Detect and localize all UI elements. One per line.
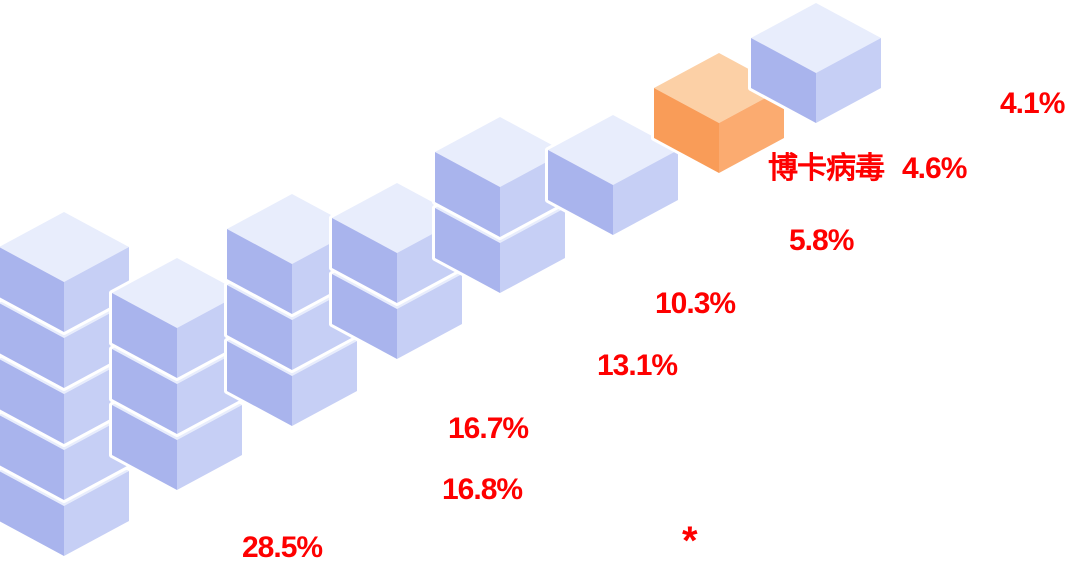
- cube: [432, 114, 568, 240]
- cube-stack-8: [748, 0, 884, 126]
- cube: [0, 209, 132, 335]
- cube-right-face: [64, 471, 129, 556]
- cube-left-face: [0, 247, 64, 332]
- cube-left-face: [435, 208, 500, 293]
- cube: [748, 0, 884, 126]
- cube-left-face: [227, 285, 292, 370]
- cube-right-face: [292, 341, 357, 426]
- cube-right-face: [816, 38, 881, 123]
- cube-left-face: [0, 359, 64, 444]
- cube-right-face: [397, 274, 462, 359]
- cube-stack-5: [432, 114, 568, 296]
- cube-stack-2: [109, 255, 245, 493]
- cube-left-face: [654, 88, 719, 173]
- cube-right-face: [613, 150, 678, 235]
- cube-left-face: [0, 303, 64, 388]
- cube-left-face: [751, 38, 816, 123]
- cube-right-face: [64, 247, 129, 332]
- cube-left-face: [0, 471, 64, 556]
- cube-left-face: [435, 152, 500, 237]
- cube-right-face: [719, 88, 784, 173]
- cube-left-face: [548, 150, 613, 235]
- cube-left-face: [227, 341, 292, 426]
- cube-left-face: [227, 229, 292, 314]
- cube-right-face: [500, 208, 565, 293]
- cube-left-face: [112, 293, 177, 378]
- cube-left-face: [112, 405, 177, 490]
- cube-left-face: [332, 274, 397, 359]
- cube-left-face: [0, 415, 64, 500]
- cube-left-face: [332, 218, 397, 303]
- cube-top-face: [0, 212, 129, 282]
- footnote-asterisk: *: [682, 519, 698, 563]
- cube-left-face: [112, 349, 177, 434]
- cube-right-face: [177, 405, 242, 490]
